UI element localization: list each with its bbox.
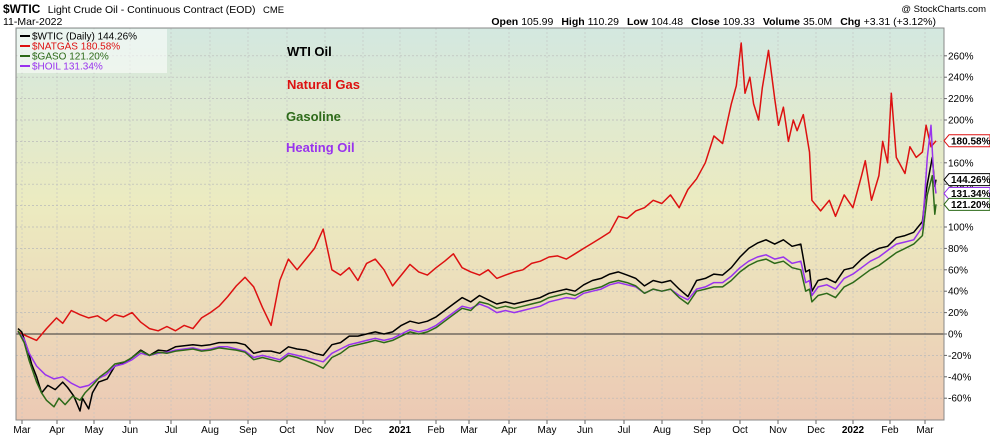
y-axis: -60%-40%-20%0%20%40%60%80%100%120%140%16… [944, 51, 974, 405]
x-tick-label: Apr [501, 425, 517, 436]
x-axis: Mar Apr May Jun Jul Aug Sep Oct Nov Dec 2021 Feb Mar… [13, 420, 934, 436]
gridlines [16, 28, 944, 420]
ohlc-value: 35.0M [803, 16, 832, 28]
y-tick-label: 60% [948, 265, 968, 276]
symbol: $WTIC [3, 2, 41, 16]
y-tick-label: -20% [948, 351, 971, 362]
legend-label: $HOIL 131.34% [32, 62, 103, 73]
watermark: @ StockCharts.com [901, 4, 986, 15]
ohlc-bar: Open 105.99 High 110.29 Low 104.48 Close 109.33… [491, 16, 936, 28]
end-tag-hoil: 131.34% [943, 186, 990, 200]
end-tag-box [943, 173, 990, 187]
x-tick-label: Feb [427, 425, 445, 436]
x-tick-label: Oct [279, 425, 295, 436]
x-tick-label: May [538, 425, 557, 436]
ohlc-value: 105.99 [521, 16, 553, 28]
ohlc-label: Volume [763, 16, 800, 28]
legend: $WTIC (Daily) 144.26%$NATGAS 180.58%$GAS… [17, 29, 167, 73]
x-tick-label: Dec [807, 425, 825, 436]
exchange: CME [263, 5, 284, 16]
x-tick-label: Mar [916, 425, 934, 436]
y-tick-label: -60% [948, 394, 971, 405]
end-tag-label: 121.20% [951, 200, 990, 211]
x-tick-label: 2022 [842, 425, 865, 436]
x-tick-label: 2021 [389, 425, 412, 436]
series-line-hoil [17, 124, 937, 389]
x-tick-label: Aug [201, 425, 219, 436]
x-tick-label: Mar [13, 425, 31, 436]
end-tag-label: 180.58% [951, 136, 990, 147]
x-tick-label: Oct [732, 425, 748, 436]
end-tag-box [943, 186, 990, 200]
ohlc-value: 104.48 [651, 16, 683, 28]
legend-label: $NATGAS 180.58% [32, 42, 120, 53]
y-tick-label: 200% [948, 116, 974, 127]
ohlc-label: Close [691, 16, 720, 28]
y-tick-label: 260% [948, 51, 974, 62]
x-tick-label: Sep [239, 425, 257, 436]
legend-label: $GASO 121.20% [32, 52, 109, 63]
x-tick-label: Dec [354, 425, 372, 436]
x-tick-label: Nov [769, 425, 787, 436]
header-date: 11-Mar-2022 [3, 16, 62, 28]
annotation-label: Heating Oil [286, 140, 355, 155]
y-tick-label: -40% [948, 372, 971, 383]
series-line-gaso [17, 174, 937, 408]
y-tick-label: 40% [948, 287, 968, 298]
y-tick-label: 220% [948, 94, 974, 105]
y-tick-label: 80% [948, 244, 968, 255]
plot-border [15, 27, 945, 421]
x-tick-label: Jul [618, 425, 631, 436]
annotation-label: Gasoline [286, 109, 341, 124]
x-tick-label: Apr [49, 425, 65, 436]
x-tick-label: Feb [881, 425, 899, 436]
ohlc-label: Chg [840, 16, 860, 28]
y-tick-label: 0% [948, 330, 963, 341]
x-tick-label: Nov [316, 425, 334, 436]
y-tick-label: 240% [948, 73, 974, 84]
end-tag-wtic: 144.26% [943, 173, 990, 187]
x-tick-label: Jul [165, 425, 178, 436]
ohlc-label: High [561, 16, 584, 28]
end-tag-label: 144.26% [951, 175, 990, 186]
x-tick-label: Jun [122, 425, 138, 436]
ohlc-text: Open 105.99 High 110.29 Low 104.48 Close 109.33… [491, 16, 936, 28]
x-tick-label: Aug [653, 425, 671, 436]
x-tick-label: Mar [460, 425, 478, 436]
y-tick-label: 20% [948, 308, 968, 319]
end-tag-label: 131.34% [951, 189, 990, 200]
series-line-natgas [17, 42, 937, 342]
x-tick-label: May [85, 425, 104, 436]
series-lines [17, 42, 937, 412]
end-tag-gaso: 121.20% [943, 197, 990, 211]
annotation-label: WTI Oil [287, 44, 332, 59]
legend-box [17, 29, 167, 73]
ohlc-label: Open [491, 16, 518, 28]
end-tag-natgas: 180.58% [943, 134, 990, 148]
annotations: WTI Oil Natural Gas Gasoline Heating Oil [286, 44, 360, 155]
x-tick-label: Jun [577, 425, 593, 436]
legend-label: $WTIC (Daily) 144.26% [32, 32, 137, 43]
ohlc-value: 110.29 [588, 16, 619, 28]
instrument-title: Light Crude Oil - Continuous Contract (E… [48, 4, 256, 16]
x-tick-label: Sep [693, 425, 711, 436]
ohlc-label: Low [627, 16, 649, 28]
end-tag-box [943, 134, 990, 148]
end-tag-box [943, 197, 990, 211]
ohlc-value: +3.31 (+3.12%) [864, 16, 936, 28]
y-tick-label: 160% [948, 158, 974, 169]
end-value-tags: 180.58% 144.26% 131.34%121.20% [943, 134, 990, 211]
ohlc-value: 109.33 [723, 16, 755, 28]
header-line: $WTIC Light Crude Oil - Continuous Contr… [3, 0, 284, 17]
annotation-label: Natural Gas [287, 77, 360, 92]
plot-background [16, 28, 944, 420]
y-tick-label: 100% [948, 223, 974, 234]
